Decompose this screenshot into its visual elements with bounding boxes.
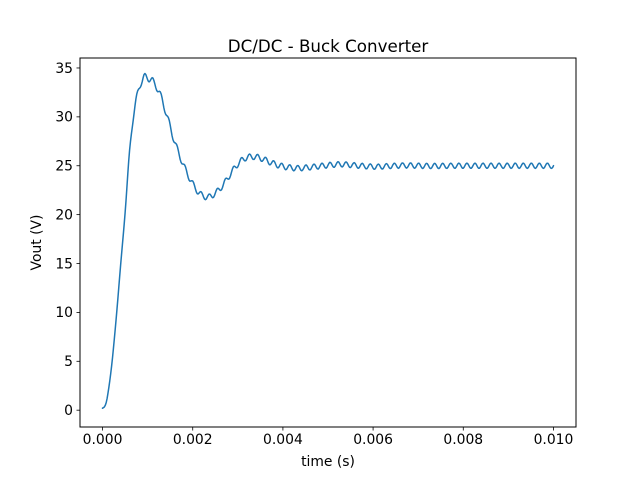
axes-and-data: 0.000 0.002 0.004 0.006 0.008 0.010 0 5 10 15 20 25… xyxy=(55,57,577,448)
x-tick-label: 0.000 xyxy=(83,432,123,448)
y-tick-label: 5 xyxy=(64,354,73,370)
y-tick-label: 35 xyxy=(55,61,73,77)
x-tick-label: 0.006 xyxy=(353,432,393,448)
x-tick-label: 0.010 xyxy=(534,432,574,448)
x-tick-label: 0.002 xyxy=(173,432,213,448)
y-tick-label: 30 xyxy=(55,110,73,126)
x-axis-label: time (s) xyxy=(301,454,355,470)
y-tick-label: 10 xyxy=(55,305,73,321)
x-tick-label: 0.008 xyxy=(443,432,483,448)
y-axis-label: Vout (V) xyxy=(29,215,45,271)
y-tick-label: 0 xyxy=(64,403,73,419)
x-tick-label: 0.004 xyxy=(263,432,303,448)
vout-line xyxy=(101,72,555,409)
y-tick-label: 25 xyxy=(55,159,73,175)
plot-border xyxy=(79,57,577,428)
chart-title: DC/DC - Buck Converter xyxy=(228,36,429,56)
y-tick-label: 20 xyxy=(55,207,73,223)
y-tick-label: 15 xyxy=(55,256,73,272)
